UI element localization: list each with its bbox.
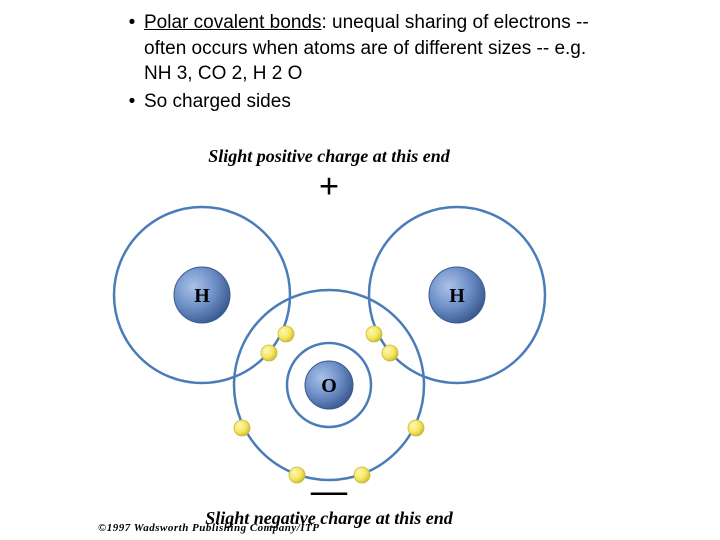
bullet1-underline: Polar covalent bonds <box>144 12 321 33</box>
minus-sign: — <box>310 470 348 510</box>
copyright-text: ©1997 Wadsworth Publishing Company/ITP <box>98 522 320 534</box>
electron-6 <box>289 467 305 483</box>
oxygen-label: O <box>321 375 337 397</box>
electron-7 <box>354 467 370 483</box>
electron-3 <box>382 345 398 361</box>
top-charge-label: Slight positive charge at this end <box>208 146 451 166</box>
bullet-list: • Polar covalent bonds: unequal sharing … <box>120 10 610 117</box>
bullet-item-1: • Polar covalent bonds: unequal sharing … <box>120 10 610 87</box>
bullet-dot: • <box>120 10 144 87</box>
plus-sign: + <box>319 166 340 206</box>
electron-2 <box>366 326 382 342</box>
bullet-text-2: So charged sides <box>144 89 610 115</box>
hydrogen-right-label: H <box>449 285 465 307</box>
electron-5 <box>408 420 424 436</box>
water-molecule-diagram: Slight positive charge at this end+HHO—S… <box>92 140 567 530</box>
electron-4 <box>234 420 250 436</box>
electron-1 <box>278 326 294 342</box>
bullet-item-2: • So charged sides <box>120 89 610 115</box>
bullet-dot: • <box>120 89 144 115</box>
electron-0 <box>261 345 277 361</box>
bullet-text-1: Polar covalent bonds: unequal sharing of… <box>144 10 610 87</box>
hydrogen-left-label: H <box>194 285 210 307</box>
